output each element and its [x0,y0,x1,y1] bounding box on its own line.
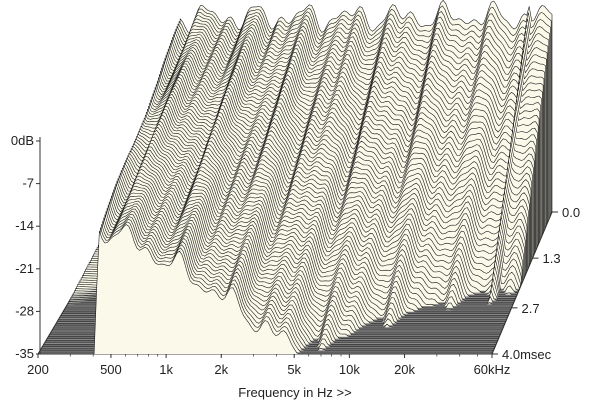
decay-slice [38,224,492,355]
x-tick-label: 200 [27,362,49,377]
x-tick-label: 500 [100,362,122,377]
z-tick-label: 2.7 [522,301,540,316]
decay-slices [38,0,553,355]
x-tick-label: 20k [394,362,415,377]
x-tick-label: 2k [214,362,228,377]
y-tick-label: -14 [15,218,34,233]
z-tick-label: 0.0 [562,205,580,220]
y-tick-label: -21 [15,261,34,276]
x-tick-label: 5k [287,362,301,377]
z-tick-label: 1.3 [543,251,561,266]
x-tick-label: 10k [339,362,360,377]
x-tick-label: 60kHz [474,362,511,377]
z-axis-line [491,211,553,355]
x-tick-label: 1k [159,362,173,377]
y-tick-label: -28 [15,303,34,318]
x-axis-title: Frequency in Hz >> [238,385,351,400]
y-tick-label: 0dB [11,133,34,148]
z-tick-label: 4.0msec [502,347,552,362]
y-tick-label: -7 [22,176,34,191]
y-tick-label: -35 [15,346,34,361]
